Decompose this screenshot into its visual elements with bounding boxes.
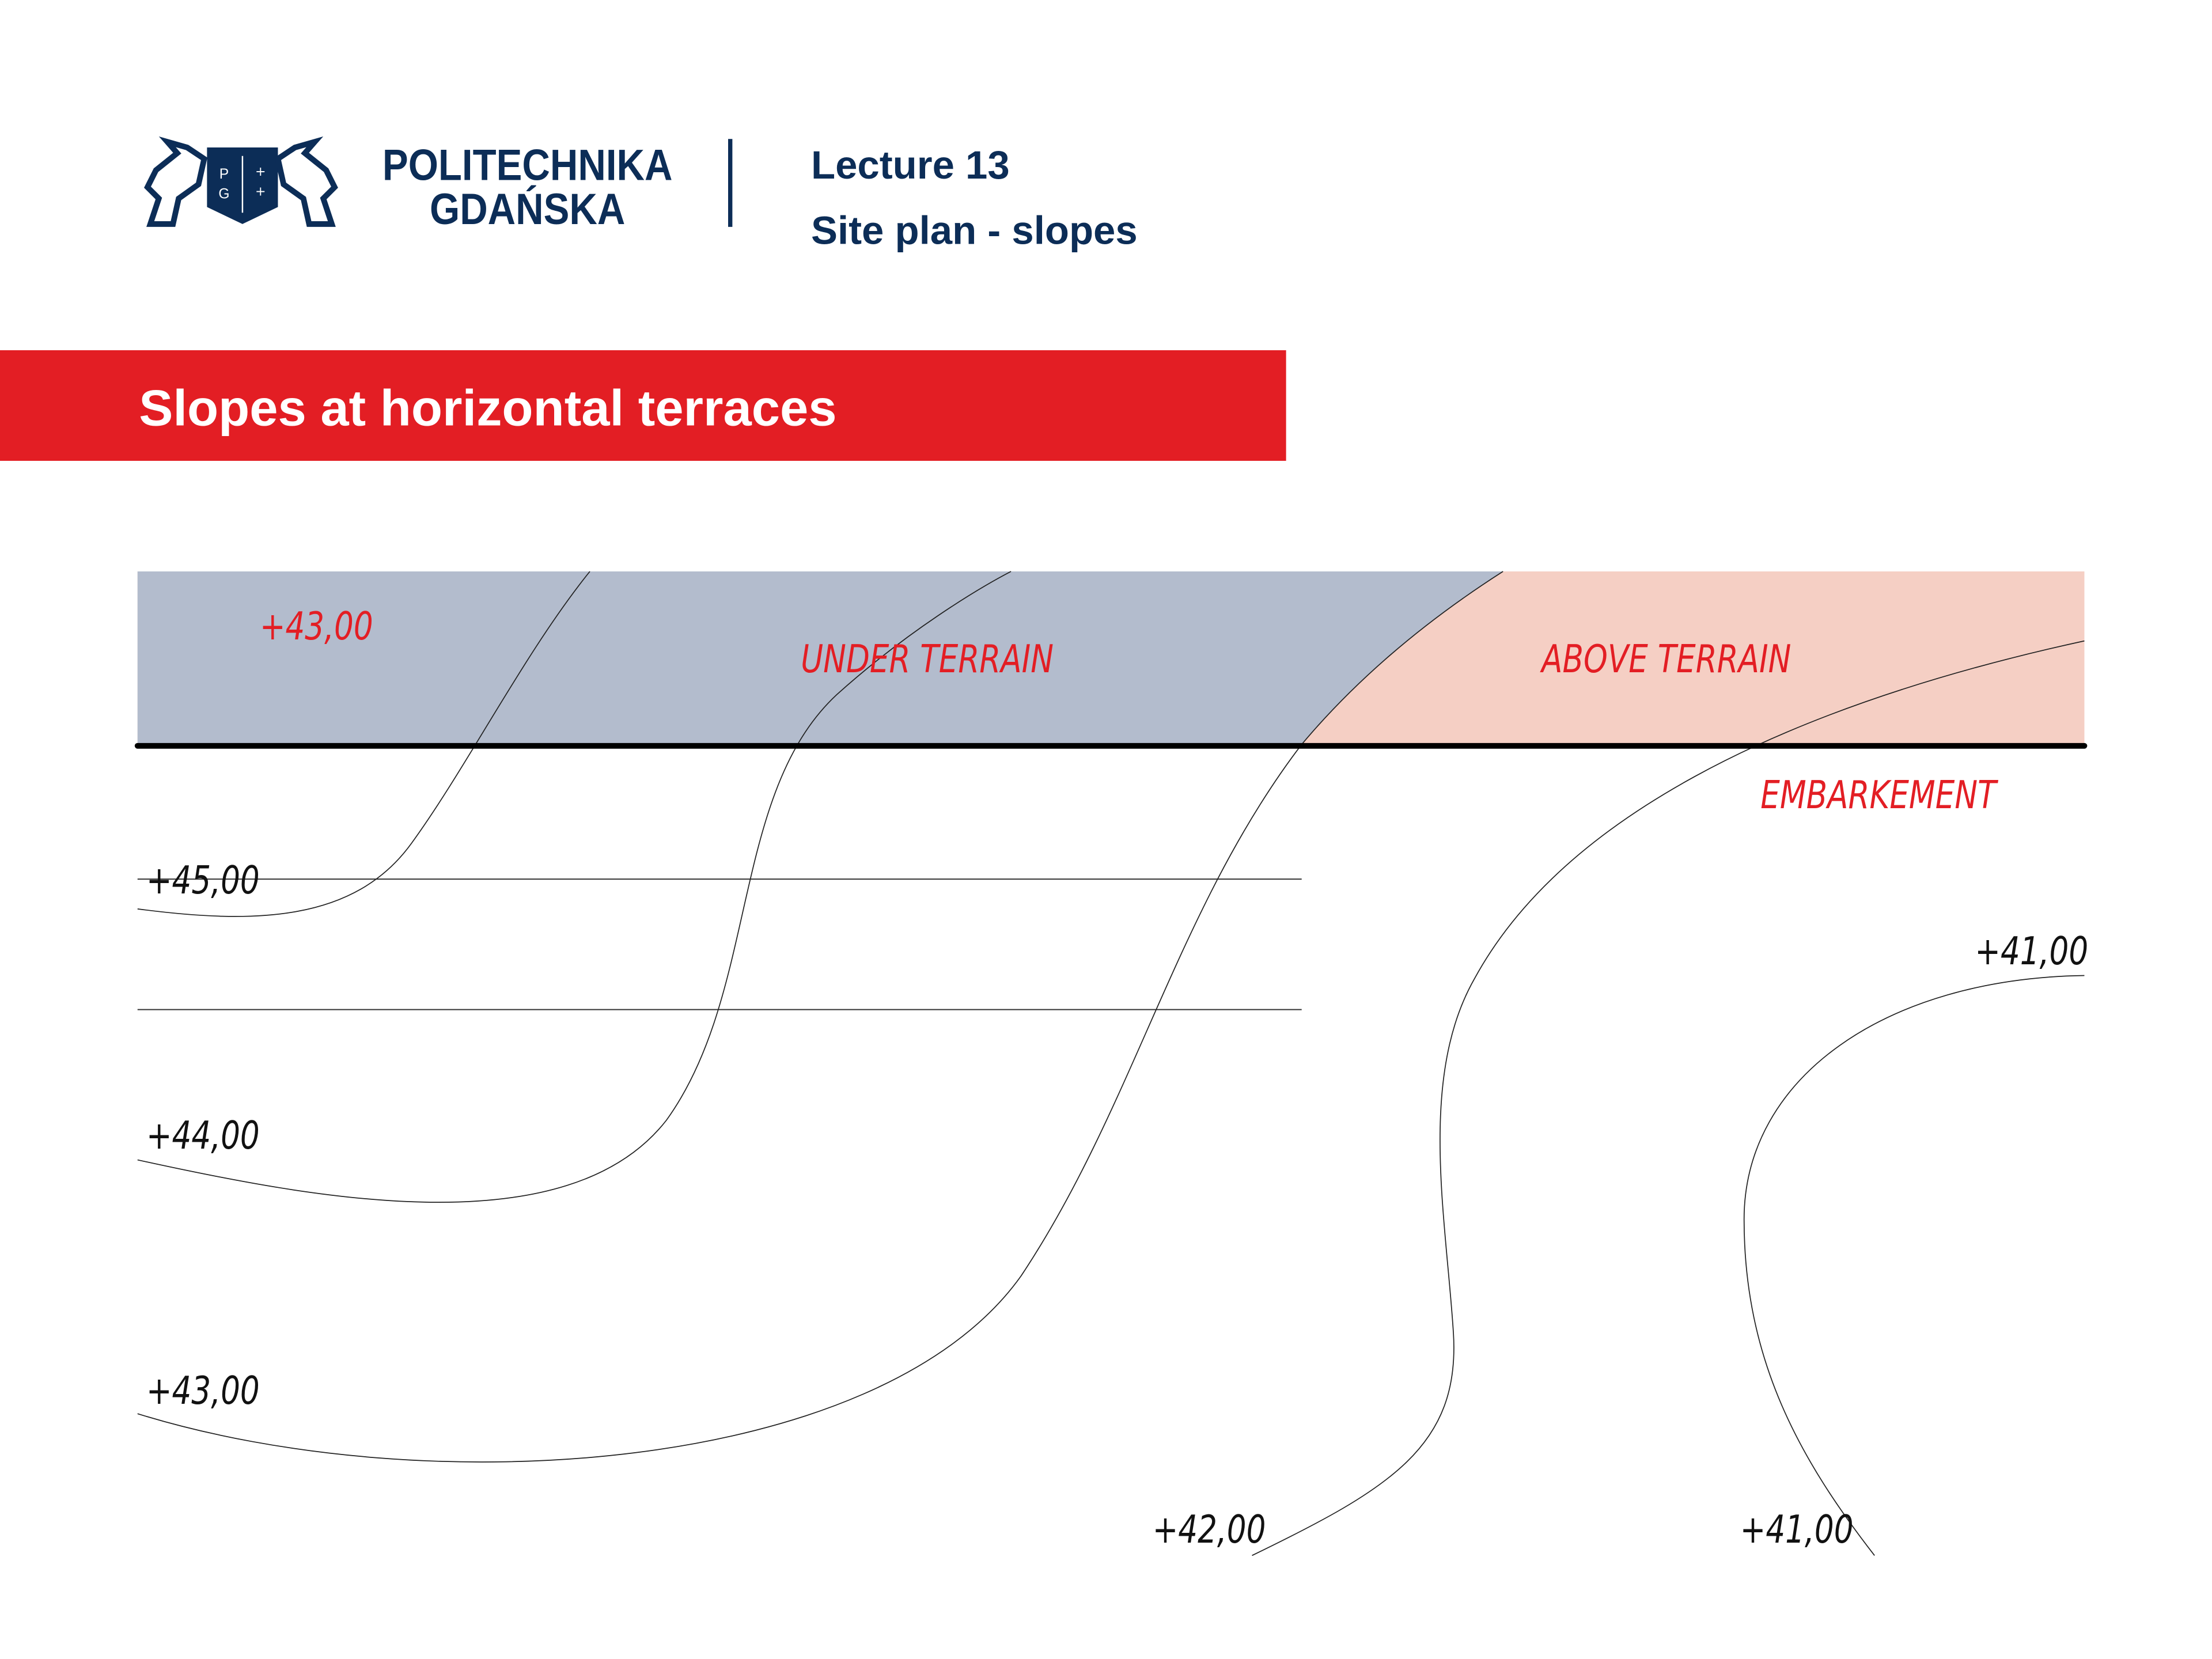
contour-label: +41,00 [1975,929,2088,974]
shield-letter-p: P [219,166,229,182]
contour-line [137,571,1503,1463]
contour-label: +41,00 [1740,1508,1854,1552]
svg-text:+: + [255,184,266,199]
crest-icon: P G + + [144,136,338,227]
contour-label: +45,00 [146,858,260,903]
contour-line [137,571,590,917]
contour-label: +44,00 [146,1113,260,1158]
contour-label: +42,00 [1153,1508,1266,1552]
contour-line [1743,975,2085,1556]
lecture-subtitle: Site plan - slopes [811,208,1138,252]
slide-title: Slopes at horizontal terraces [139,379,836,436]
title-banner [0,350,1286,461]
above-terrain-label: ABOVE TERRAIN [1540,637,1791,681]
svg-text:+: + [255,164,266,179]
logo-line1: POLITECHNIKA [382,141,673,190]
contour-label: +43,00 [146,1369,260,1413]
university-logo: P G + + POLITECHNIKA GDAŃSKA [144,136,673,234]
logo-line2: GDAŃSKA [430,185,625,234]
contour-line [137,571,1012,1203]
embankment-label: EMBARKEMENT [1760,773,1998,817]
under-terrain-zone [137,571,1503,745]
terrace-level-label: +43,00 [260,604,373,649]
under-terrain-label: UNDER TERRAIN [801,637,1054,681]
lecture-number: Lecture 13 [811,143,1010,187]
shield-letter-g: G [218,187,229,202]
